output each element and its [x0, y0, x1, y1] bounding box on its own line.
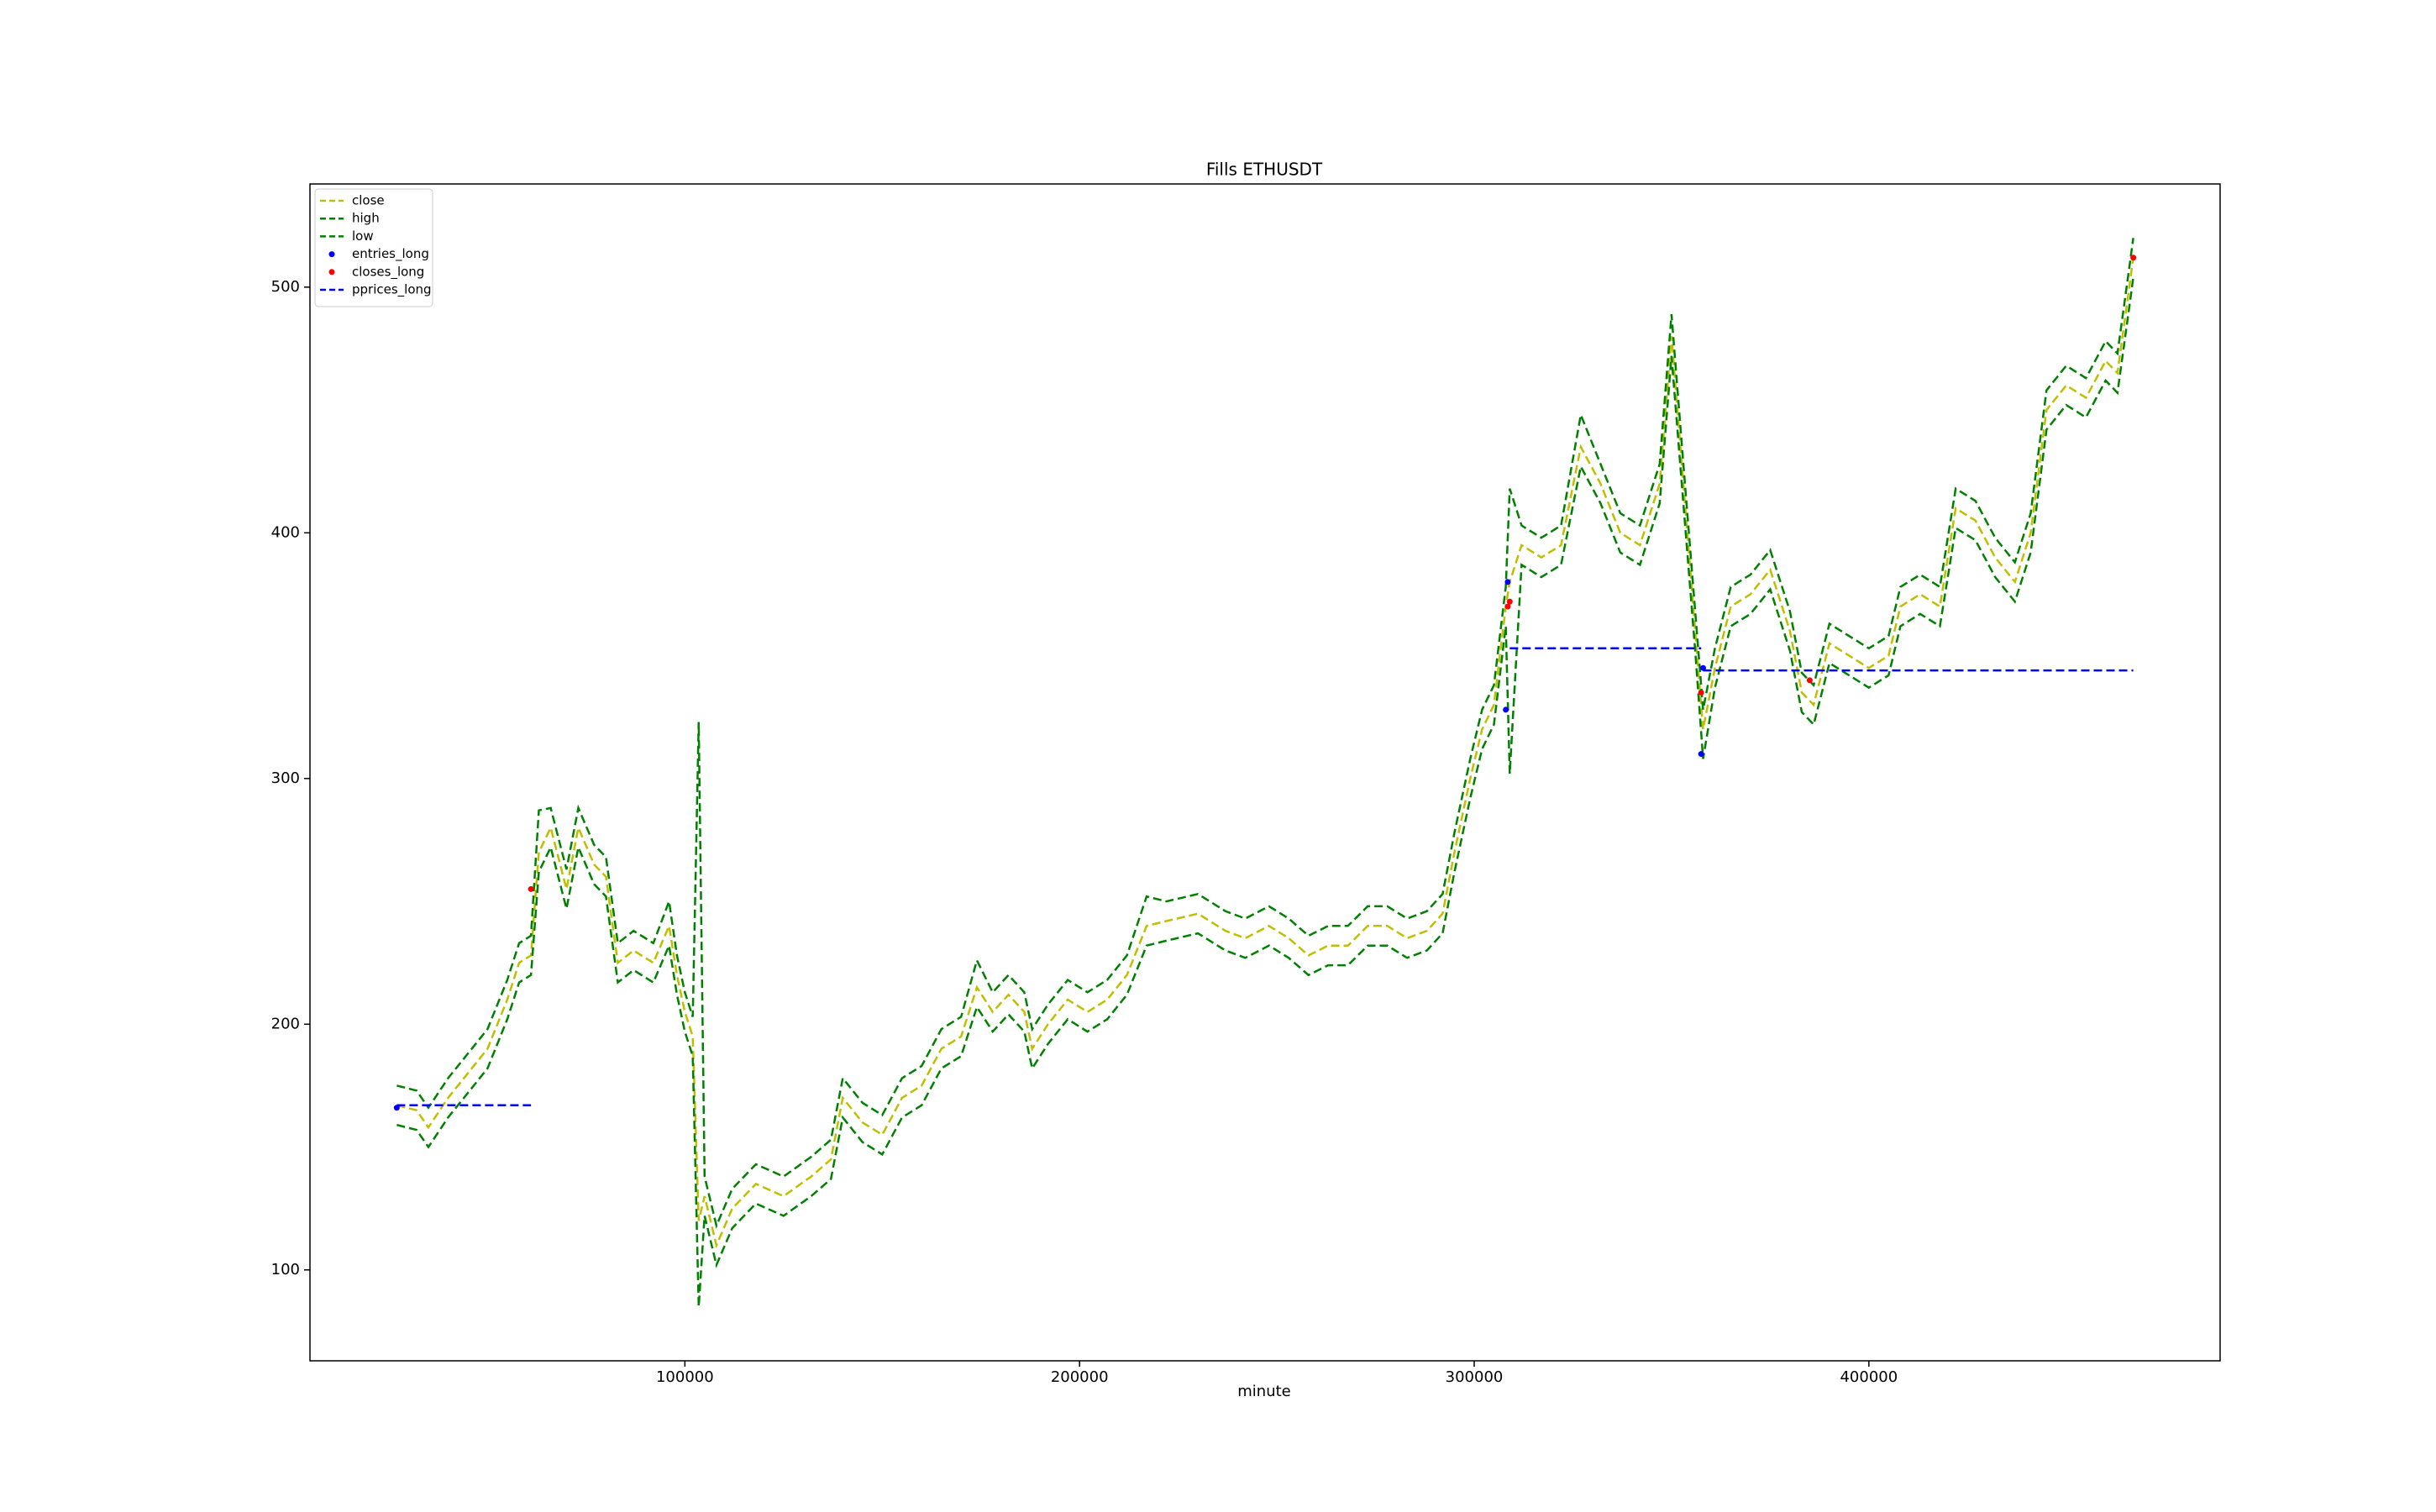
- x-tick-label: 300000: [1446, 1368, 1504, 1386]
- y-tick-label: 200: [271, 1015, 300, 1032]
- x-tick-label: 200000: [1051, 1368, 1109, 1386]
- legend-marker: [328, 269, 335, 276]
- legend-label: close: [352, 193, 385, 208]
- y-tick-label: 300: [271, 769, 300, 787]
- series-line: [396, 257, 2134, 1249]
- series-line: [396, 276, 2134, 1307]
- legend-label: closes_long: [352, 264, 424, 280]
- data-point: [2130, 255, 2137, 261]
- x-tick-label: 100000: [656, 1368, 714, 1386]
- legend-label: pprices_long: [352, 282, 432, 298]
- legend-label: low: [352, 228, 374, 244]
- y-tick-label: 100: [271, 1261, 300, 1278]
- legend-label: high: [352, 211, 380, 226]
- data-point: [1504, 603, 1511, 610]
- x-axis-label: minute: [1237, 1383, 1290, 1400]
- x-tick-label: 400000: [1840, 1368, 1898, 1386]
- data-point: [1504, 579, 1511, 585]
- data-point: [1506, 598, 1513, 605]
- data-point: [528, 885, 534, 892]
- data-point: [1503, 706, 1509, 713]
- legend-label: entries_long: [352, 246, 429, 262]
- y-tick-label: 400: [271, 523, 300, 541]
- data-point: [1698, 689, 1704, 696]
- y-tick-label: 500: [271, 278, 300, 296]
- axes-frame: [309, 183, 2221, 1362]
- data-point: [1806, 677, 1813, 684]
- legend-box: [314, 188, 433, 307]
- chart-title: Fills ETHUSDT: [1206, 160, 1323, 180]
- legend-marker: [328, 251, 335, 258]
- series-line: [396, 238, 2134, 1230]
- data-point: [1698, 751, 1704, 758]
